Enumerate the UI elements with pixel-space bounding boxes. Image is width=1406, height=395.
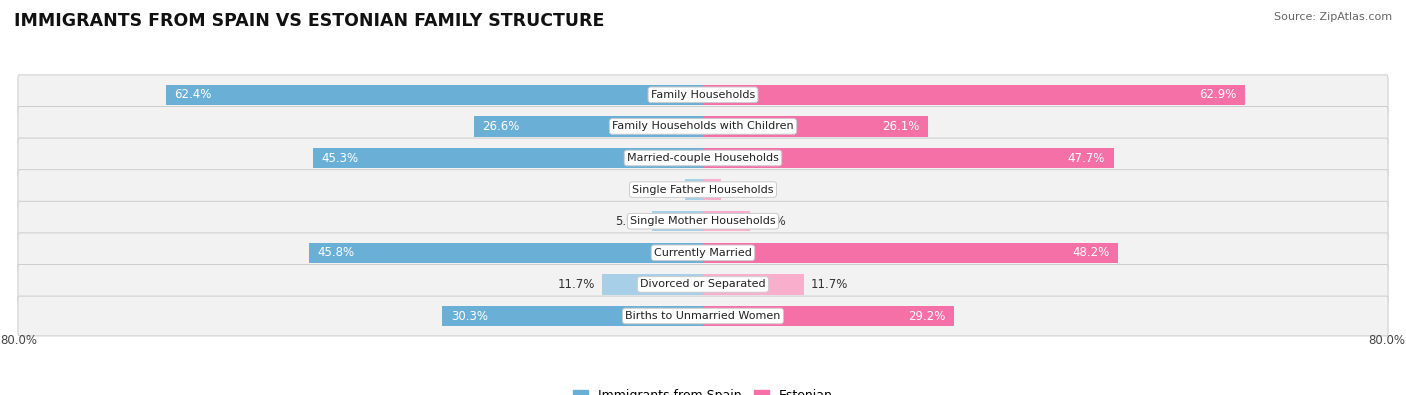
FancyBboxPatch shape	[18, 75, 1388, 115]
FancyBboxPatch shape	[18, 138, 1388, 178]
Text: Source: ZipAtlas.com: Source: ZipAtlas.com	[1274, 12, 1392, 22]
Text: 2.1%: 2.1%	[648, 183, 678, 196]
Legend: Immigrants from Spain, Estonian: Immigrants from Spain, Estonian	[568, 384, 838, 395]
Bar	[703, 148, 1114, 168]
Bar	[703, 211, 749, 231]
Bar	[703, 274, 804, 295]
Text: 29.2%: 29.2%	[908, 310, 946, 322]
Bar	[314, 148, 703, 168]
Bar	[441, 306, 703, 326]
Bar	[166, 85, 703, 105]
FancyBboxPatch shape	[18, 233, 1388, 273]
Text: Family Households: Family Households	[651, 90, 755, 100]
Text: Births to Unmarried Women: Births to Unmarried Women	[626, 311, 780, 321]
FancyBboxPatch shape	[18, 201, 1388, 241]
Text: 80.0%: 80.0%	[1, 334, 38, 347]
Text: 5.4%: 5.4%	[756, 215, 786, 228]
Bar	[703, 116, 928, 137]
Bar	[703, 243, 1118, 263]
Text: 62.4%: 62.4%	[174, 88, 212, 101]
Text: 2.1%: 2.1%	[728, 183, 758, 196]
Bar	[703, 179, 721, 200]
Text: Currently Married: Currently Married	[654, 248, 752, 258]
Text: 45.8%: 45.8%	[318, 246, 354, 259]
Text: 26.1%: 26.1%	[882, 120, 920, 133]
Bar	[652, 211, 703, 231]
Text: 5.9%: 5.9%	[616, 215, 645, 228]
Bar	[602, 274, 703, 295]
Text: 47.7%: 47.7%	[1067, 152, 1105, 164]
FancyBboxPatch shape	[18, 265, 1388, 304]
Text: Single Father Households: Single Father Households	[633, 184, 773, 195]
Text: 11.7%: 11.7%	[558, 278, 595, 291]
Text: Married-couple Households: Married-couple Households	[627, 153, 779, 163]
Text: 26.6%: 26.6%	[482, 120, 520, 133]
Text: Single Mother Households: Single Mother Households	[630, 216, 776, 226]
Bar	[703, 85, 1244, 105]
Text: IMMIGRANTS FROM SPAIN VS ESTONIAN FAMILY STRUCTURE: IMMIGRANTS FROM SPAIN VS ESTONIAN FAMILY…	[14, 12, 605, 30]
Bar	[685, 179, 703, 200]
Text: 11.7%: 11.7%	[811, 278, 848, 291]
FancyBboxPatch shape	[18, 107, 1388, 146]
Bar	[703, 306, 955, 326]
Text: 62.9%: 62.9%	[1199, 88, 1236, 101]
Text: Family Households with Children: Family Households with Children	[612, 121, 794, 132]
FancyBboxPatch shape	[18, 296, 1388, 336]
Bar	[474, 116, 703, 137]
Text: 30.3%: 30.3%	[451, 310, 488, 322]
Bar	[308, 243, 703, 263]
Text: Divorced or Separated: Divorced or Separated	[640, 279, 766, 290]
Text: 45.3%: 45.3%	[322, 152, 359, 164]
Text: 80.0%: 80.0%	[1368, 334, 1405, 347]
FancyBboxPatch shape	[18, 170, 1388, 209]
Text: 48.2%: 48.2%	[1073, 246, 1109, 259]
